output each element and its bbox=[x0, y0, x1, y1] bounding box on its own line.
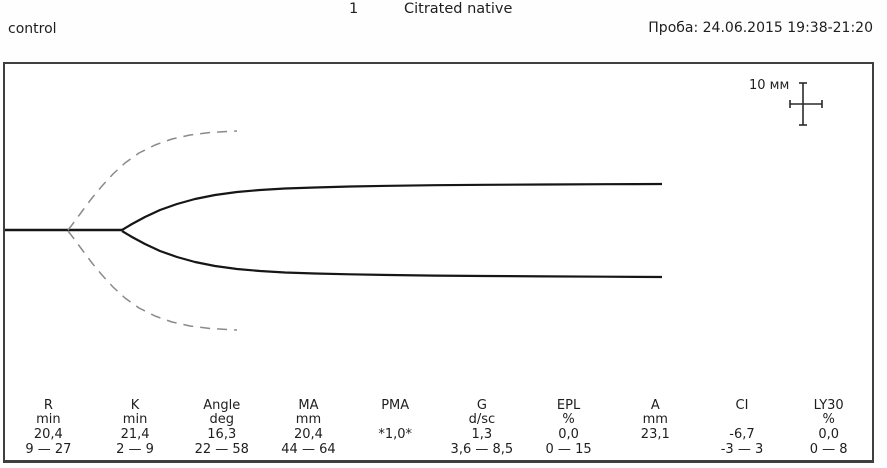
parameter-name: A bbox=[650, 398, 660, 413]
parameter-value: 23,1 bbox=[640, 427, 670, 442]
parameter-value: 21,4 bbox=[120, 427, 150, 442]
report-header: 1 Citrated native control Проба: 24.06.2… bbox=[0, 0, 887, 60]
parameter-column: Angle deg 16,3 22 — 58 bbox=[178, 398, 265, 457]
parameter-name: PMA bbox=[381, 398, 410, 413]
parameter-unit: mm bbox=[295, 412, 322, 427]
parameter-column: EPL % 0,0 0 — 15 bbox=[525, 398, 612, 457]
parameter-column: K min 21,4 2 — 9 bbox=[92, 398, 179, 457]
parameter-unit: mm bbox=[642, 412, 668, 427]
scale-label: 10 мм bbox=[749, 78, 790, 93]
parameter-column: LY30 % 0,0 0 — 8 bbox=[785, 398, 872, 457]
parameter-value: 16,3 bbox=[207, 427, 237, 442]
parameter-column: A mm 23,1 bbox=[612, 398, 699, 457]
parameter-value: 0,0 bbox=[558, 427, 579, 442]
control-label: control bbox=[8, 21, 57, 37]
parameter-name: CI bbox=[735, 398, 749, 413]
sample-type-title: Citrated native bbox=[404, 1, 513, 17]
parameter-column: MA mm 20,4 44 — 64 bbox=[265, 398, 352, 457]
parameter-column: CI -6,7 -3 — 3 bbox=[699, 398, 786, 457]
parameter-value: 0,0 bbox=[818, 427, 840, 442]
parameter-range: 22 — 58 bbox=[194, 442, 249, 457]
parameter-value: 20,4 bbox=[293, 427, 323, 442]
parameter-unit: % bbox=[822, 412, 835, 427]
trace-plot-area: 10 мм R min 20,4 9 — 27 K min 21,4 2 — 9 bbox=[3, 62, 874, 463]
parameter-name: EPL bbox=[556, 398, 581, 413]
trace-measured-lower-envelope bbox=[121, 230, 663, 279]
parameter-range: 0 — 15 bbox=[545, 442, 592, 457]
parameter-name: K bbox=[130, 398, 140, 413]
parameter-range: 44 — 64 bbox=[281, 442, 336, 457]
parameter-unit bbox=[352, 413, 439, 427]
parameter-unit: min bbox=[36, 412, 61, 427]
parameter-column: R min 20,4 9 — 27 bbox=[5, 398, 92, 457]
parameter-column: G d/sc 1,3 3,6 — 8,5 bbox=[439, 398, 526, 457]
parameter-value: 1,3 bbox=[471, 427, 493, 442]
parameter-name: G bbox=[476, 398, 487, 413]
parameter-range: 9 — 27 bbox=[25, 442, 72, 457]
parameter-range: 3,6 — 8,5 bbox=[450, 442, 514, 457]
parameter-range: -3 — 3 bbox=[720, 442, 764, 457]
parameter-column: PMA *1,0* bbox=[352, 398, 439, 457]
sample-number: 1 bbox=[349, 1, 359, 17]
parameter-value: *1,0* bbox=[378, 427, 412, 442]
parameter-range bbox=[612, 442, 699, 457]
parameter-range: 2 — 9 bbox=[116, 442, 154, 457]
parameter-name: LY30 bbox=[813, 398, 844, 413]
probe-timestamp: Проба: 24.06.2015 19:38-21:20 bbox=[648, 20, 873, 36]
parameter-range bbox=[352, 442, 439, 457]
parameter-unit bbox=[699, 413, 786, 427]
parameter-unit: % bbox=[562, 412, 575, 427]
parameter-name: R bbox=[43, 398, 53, 413]
trace-reference-upper-dashed bbox=[67, 130, 238, 231]
parameter-unit: deg bbox=[209, 412, 235, 427]
parameter-range: 0 — 8 bbox=[809, 442, 848, 457]
parameter-value: 20,4 bbox=[33, 427, 63, 442]
parameter-name: MA bbox=[298, 398, 319, 413]
parameter-unit: min bbox=[122, 412, 148, 427]
parameter-value: -6,7 bbox=[729, 427, 755, 442]
scale-marker: 10 мм bbox=[745, 76, 835, 132]
parameter-unit: d/sc bbox=[468, 412, 496, 427]
trace-reference-lower-dashed bbox=[67, 230, 238, 331]
parameter-table: R min 20,4 9 — 27 K min 21,4 2 — 9 Angle… bbox=[5, 398, 872, 457]
parameter-name: Angle bbox=[203, 398, 241, 413]
teg-trace-curves bbox=[5, 130, 663, 331]
scale-cross-icon bbox=[789, 82, 823, 126]
trace-measured-upper-envelope bbox=[121, 182, 663, 231]
